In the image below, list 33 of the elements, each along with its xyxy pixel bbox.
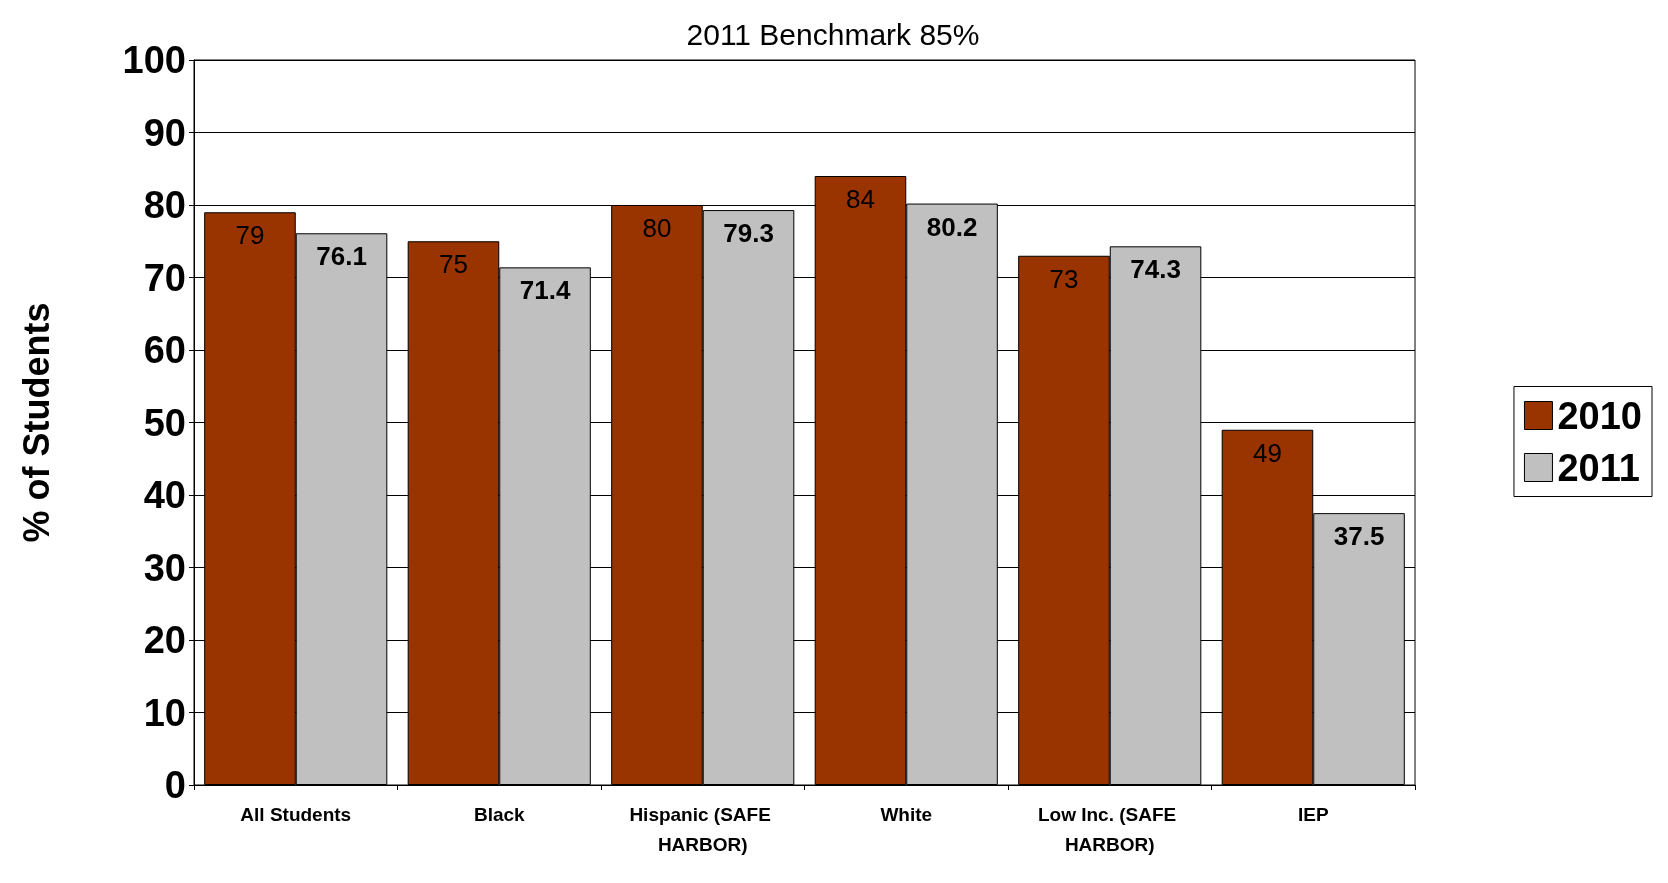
legend-label: 2010 <box>1557 394 1643 437</box>
data-label: 73 <box>1049 263 1079 294</box>
data-label: 80.2 <box>926 211 978 242</box>
y-tick-label: 70 <box>143 256 186 299</box>
chart-title: 2011 Benchmark 85% <box>686 17 980 51</box>
y-tick-label: 0 <box>164 764 186 806</box>
y-tick-label: 80 <box>143 184 186 226</box>
y-axis-title: % of Students <box>15 302 57 543</box>
data-label: 74.3 <box>1130 254 1181 285</box>
y-tick-label: 10 <box>143 691 186 734</box>
y-tick-label: 60 <box>143 329 186 371</box>
data-label: 84 <box>846 184 875 214</box>
y-tick-label: 30 <box>143 546 186 589</box>
x-tick-label: Hispanic (SAFE HARBOR) <box>629 803 777 855</box>
y-tick-label: 40 <box>143 474 186 516</box>
data-label: 79.3 <box>723 218 774 249</box>
y-tick-label: 100 <box>122 39 186 81</box>
data-label: 76.1 <box>316 241 367 272</box>
y-tick-label: 20 <box>143 619 186 661</box>
data-label: 49 <box>1253 437 1282 468</box>
data-label: 37.5 <box>1333 521 1385 552</box>
x-tick-label: IEP <box>1297 803 1329 825</box>
x-tick-label: Low Inc. (SAFE HARBOR) <box>1037 803 1182 855</box>
data-label: 71.4 <box>519 275 571 306</box>
x-tick-label: White <box>880 803 933 825</box>
x-tick-label: Black <box>473 803 526 825</box>
y-tick-label: 90 <box>143 111 186 154</box>
data-label: 80 <box>642 213 672 243</box>
data-label: 79 <box>235 220 265 251</box>
legend-label: 2011 <box>1557 446 1640 489</box>
y-tick-label: 50 <box>143 401 186 444</box>
data-label: 75 <box>439 249 468 280</box>
x-tick-label: All Students <box>240 803 352 825</box>
